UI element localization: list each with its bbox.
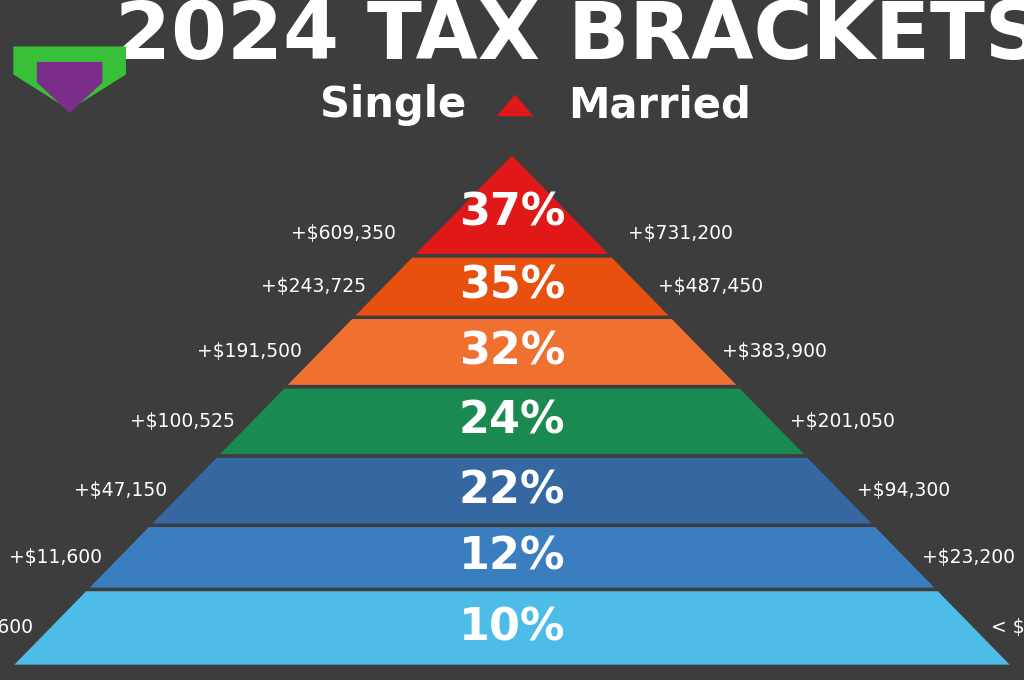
Polygon shape [351,256,673,318]
Polygon shape [284,318,740,387]
Text: 22%: 22% [459,469,565,512]
Text: +$23,200: +$23,200 [923,548,1016,567]
Polygon shape [412,153,612,256]
Text: 24%: 24% [459,400,565,443]
Polygon shape [10,590,1014,666]
Text: Single: Single [319,84,466,126]
Text: < $11,600: < $11,600 [0,618,33,637]
Text: +$100,525: +$100,525 [130,412,234,430]
Text: 32%: 32% [459,330,565,373]
Polygon shape [148,456,876,525]
Text: +$11,600: +$11,600 [8,548,101,567]
Polygon shape [85,525,939,590]
Text: +$201,050: +$201,050 [790,412,894,430]
Text: +$383,900: +$383,900 [722,343,826,362]
Text: +$94,300: +$94,300 [857,481,950,500]
Polygon shape [497,95,534,116]
Text: +$487,450: +$487,450 [657,277,763,296]
Polygon shape [216,387,808,456]
Text: < $23,200: < $23,200 [991,618,1024,637]
Text: +$731,200: +$731,200 [628,224,732,243]
Text: 10%: 10% [459,607,565,649]
Text: 35%: 35% [459,265,565,308]
Text: +$191,500: +$191,500 [198,343,302,362]
Polygon shape [13,46,126,110]
Text: +$609,350: +$609,350 [292,224,396,243]
Text: Married: Married [568,84,752,126]
Text: 37%: 37% [459,191,565,234]
Polygon shape [37,62,102,113]
Text: +$243,725: +$243,725 [261,277,367,296]
Text: +$47,150: +$47,150 [74,481,167,500]
Text: 2024 TAX BRACKETS: 2024 TAX BRACKETS [115,0,1024,76]
Text: 12%: 12% [459,536,565,579]
